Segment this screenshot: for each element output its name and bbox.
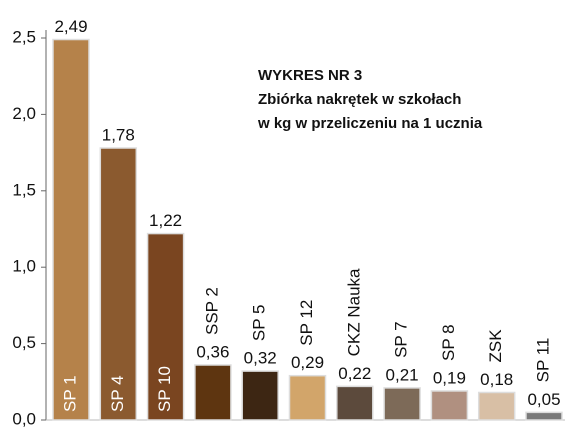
bar [194, 364, 232, 421]
category-label: CKZ Nauka [344, 268, 363, 356]
value-label: 0,05 [527, 390, 560, 409]
chart-title-line: Zbiórka nakrętek w szkołach [258, 91, 461, 108]
chart-title-line: w kg w przeliczeniu na 1 ucznia [257, 115, 483, 132]
category-label: ZSK [486, 329, 505, 363]
value-label: 1,78 [102, 126, 135, 145]
bar [52, 38, 90, 421]
y-tick-label: 1,0 [12, 257, 36, 276]
value-label: 0,29 [291, 353, 324, 372]
category-label: SP 5 [250, 305, 269, 342]
y-tick-label: 1,5 [12, 180, 36, 199]
category-label: SP 1 [60, 375, 79, 412]
category-label: SP 11 [533, 338, 552, 383]
y-tick-label: 2,0 [12, 104, 36, 123]
category-label: SP 12 [297, 300, 316, 346]
bar [146, 232, 185, 421]
bar [288, 374, 327, 421]
bar [430, 390, 469, 421]
value-label: 0,21 [386, 365, 419, 384]
value-label: 0,32 [244, 349, 277, 368]
category-label: SP 8 [439, 324, 458, 361]
value-label: 0,22 [338, 364, 371, 383]
bar [477, 391, 516, 421]
chart-title-line: WYKRES NR 3 [258, 67, 362, 84]
category-label: SP 10 [155, 366, 174, 412]
value-label: 0,18 [480, 370, 513, 389]
category-label: SP 7 [392, 321, 411, 358]
y-tick-label: 2,5 [12, 27, 36, 46]
bar [99, 147, 138, 421]
bar [336, 385, 374, 421]
bar [241, 370, 279, 421]
value-label: 2,49 [54, 17, 87, 36]
y-tick-label: 0,0 [12, 409, 36, 428]
bar [525, 411, 563, 421]
value-label: 0,19 [433, 368, 466, 387]
bar [383, 387, 421, 421]
value-label: 1,22 [149, 211, 182, 230]
category-label: SP 4 [108, 375, 127, 412]
y-tick-label: 0,5 [12, 333, 36, 352]
value-label: 0,36 [196, 342, 229, 361]
category-label: SSP 2 [202, 287, 221, 335]
